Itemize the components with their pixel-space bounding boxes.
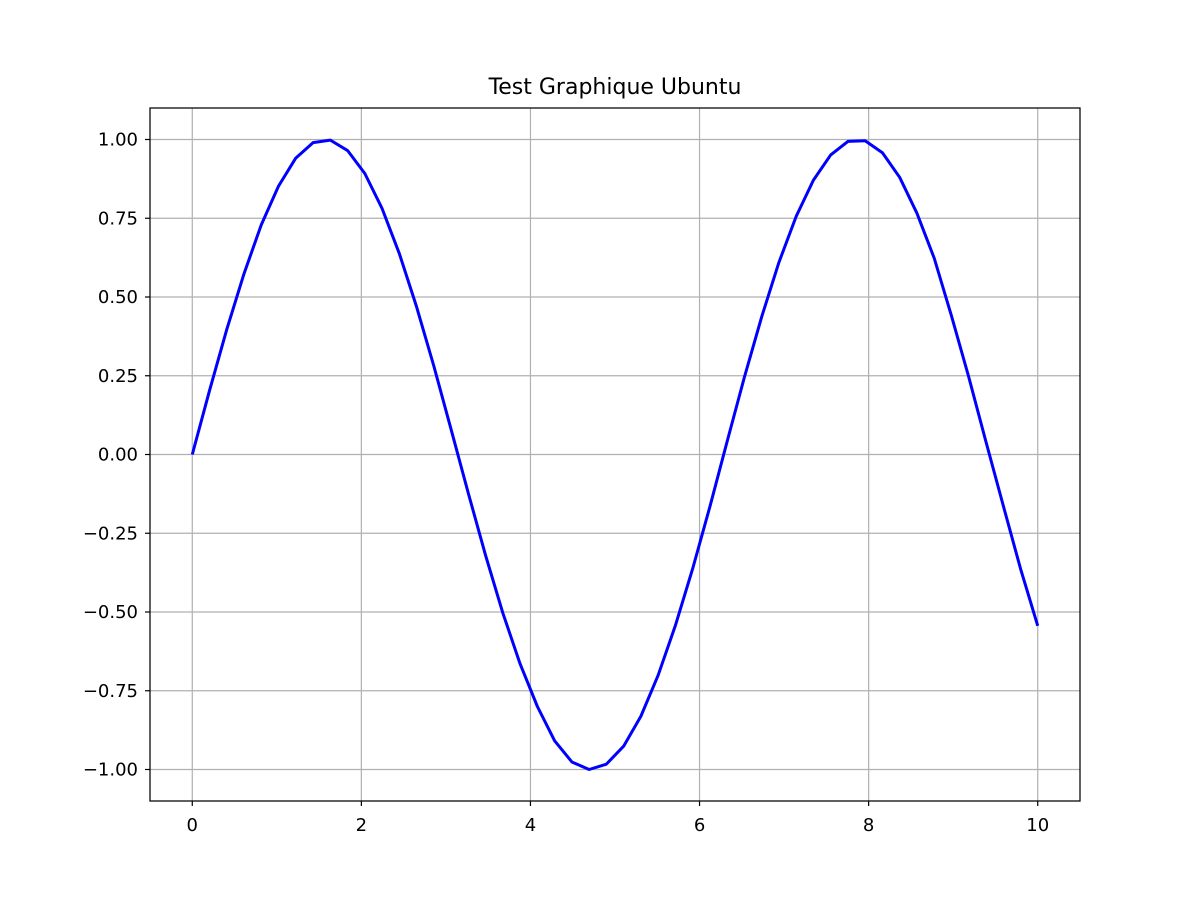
x-tick-label: 10 <box>1026 815 1049 836</box>
chart-title: Test Graphique Ubuntu <box>488 75 742 100</box>
x-tick-label: 4 <box>525 815 536 836</box>
y-tick-label: 1.00 <box>98 130 138 151</box>
x-axis: 0 2 4 6 8 10 <box>187 801 1049 836</box>
x-tick-label: 6 <box>694 815 705 836</box>
y-tick-label: 0.00 <box>98 445 138 466</box>
y-axis: 1.00 0.75 0.50 0.25 0.00 −0.25 −0.50 −0.75 −1.00 <box>83 130 150 781</box>
y-tick-label: −0.25 <box>83 523 138 544</box>
y-tick-label: −0.75 <box>83 681 138 702</box>
y-tick-label: −1.00 <box>83 760 138 781</box>
y-tick-label: 0.75 <box>98 208 138 229</box>
x-tick-label: 2 <box>356 815 367 836</box>
series-line <box>190 138 1040 771</box>
x-tick-label: 0 <box>187 815 198 836</box>
x-tick-label: 8 <box>863 815 874 836</box>
y-tick-label: 0.50 <box>98 287 138 308</box>
y-tick-label: −0.50 <box>83 602 138 623</box>
grid-lines <box>150 108 1080 801</box>
y-tick-label: 0.25 <box>98 366 138 387</box>
series-layer <box>190 138 1040 771</box>
